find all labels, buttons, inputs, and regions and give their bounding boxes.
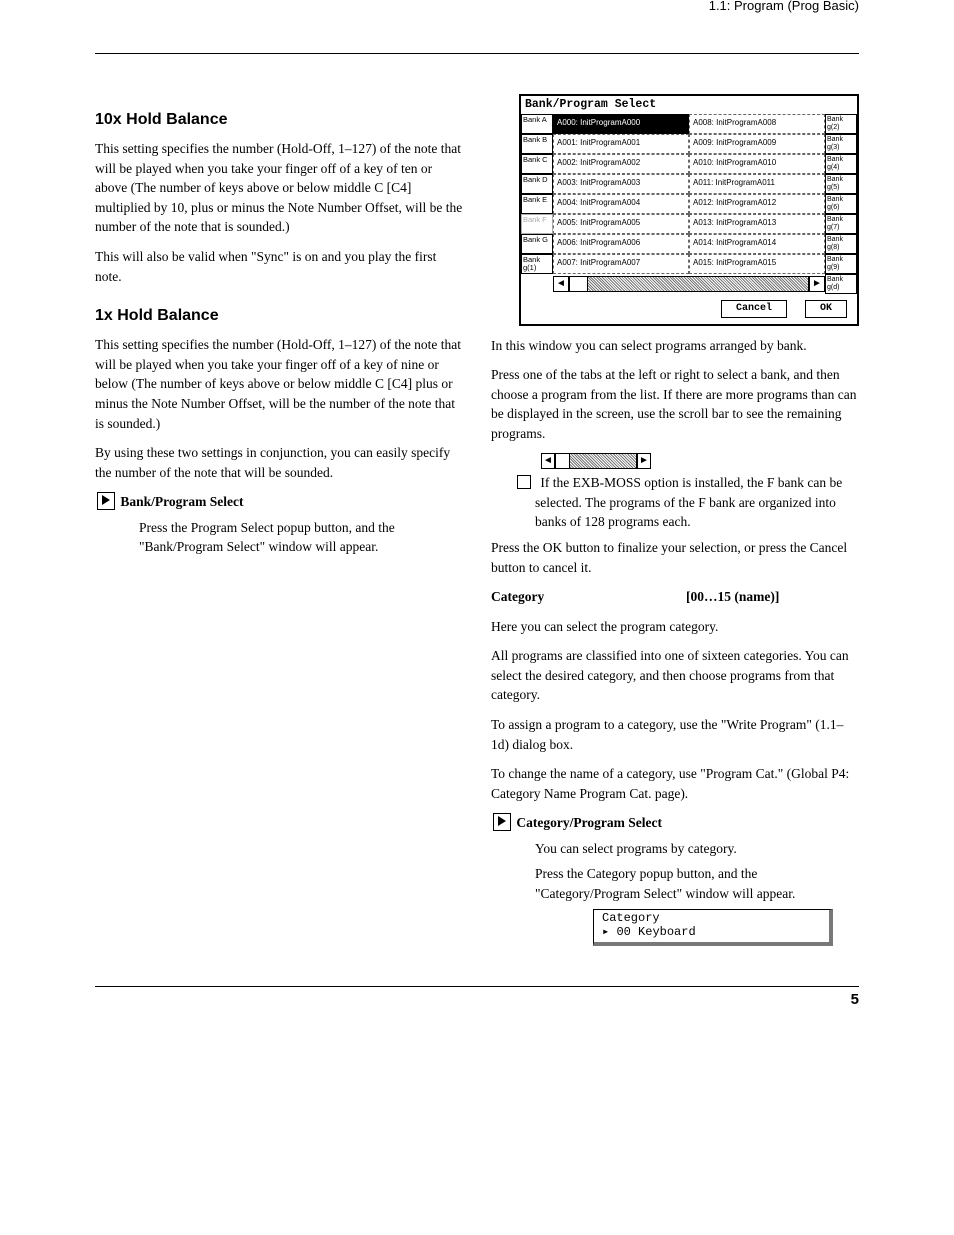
scrollbar-figure: ◄ ► [541, 453, 651, 469]
scroll-thumb [556, 454, 570, 468]
right-p2: Press one of the tabs at the left or rig… [491, 365, 859, 443]
bank-tab-right[interactable]: Bank g(4) [825, 154, 857, 174]
scroll-right-arrow-icon: ► [637, 453, 651, 469]
bank-program-select-dialog: Bank/Program Select Bank AA000: InitProg… [519, 94, 859, 326]
scroll-thumb[interactable] [570, 277, 588, 291]
scroll-left-arrow-icon[interactable]: ◄ [553, 276, 569, 292]
category-popup-line1: Category [602, 912, 825, 926]
bank-tab-right[interactable]: Bank g(9) [825, 254, 857, 274]
para-1x-2: By using these two settings in conjuncti… [95, 443, 463, 482]
bank-tab-left[interactable]: Bank C [521, 154, 553, 174]
bank-tab-left[interactable]: Bank E [521, 194, 553, 214]
program-cell[interactable]: A005: InitProgramA005 [553, 214, 689, 234]
popup-icon [97, 492, 115, 510]
program-cell[interactable]: A008: InitProgramA008 [689, 114, 825, 134]
cat-p1: Here you can select the program category… [491, 617, 859, 637]
para-10x-sync: This will also be valid when "Sync" is o… [95, 247, 463, 286]
right-p1: In this window you can select programs a… [491, 336, 859, 356]
program-cell[interactable]: A003: InitProgramA003 [553, 174, 689, 194]
bank-tab-right[interactable]: Bank g(6) [825, 194, 857, 214]
left-column: 10x Hold Balance This setting specifies … [95, 90, 463, 952]
bank-tab-left[interactable]: Bank A [521, 114, 553, 134]
bank-tab-right[interactable]: Bank g(2) [825, 114, 857, 134]
category-line: Category [00…15 (name)] [491, 587, 859, 607]
program-cell[interactable]: A007: InitProgramA007 [553, 254, 689, 274]
dialog-title: Bank/Program Select [521, 96, 857, 114]
bank-tab-right[interactable]: Bank g(5) [825, 174, 857, 194]
cat-sel-p2: Press the Category popup button, and the… [491, 864, 859, 903]
program-cell[interactable]: A015: InitProgramA015 [689, 254, 825, 274]
program-cell[interactable]: A006: InitProgramA006 [553, 234, 689, 254]
program-cell[interactable]: A001: InitProgramA001 [553, 134, 689, 154]
cat-sel-p1: You can select programs by category. [491, 839, 859, 859]
program-cell[interactable]: A000: InitProgramA000 [553, 114, 689, 134]
bank-tab-right[interactable]: Bank g(3) [825, 134, 857, 154]
program-cell[interactable]: A004: InitProgramA004 [553, 194, 689, 214]
program-cell[interactable]: A002: InitProgramA002 [553, 154, 689, 174]
running-head: 1.1: Program (Prog Basic) [95, 0, 859, 13]
scroll-track [555, 453, 637, 469]
ok-button[interactable]: OK [805, 300, 847, 318]
bank-prog-select-intro: Press the Program Select popup button, a… [95, 518, 463, 557]
bank-tab-left[interactable]: Bank B [521, 134, 553, 154]
dialog-scrollbar[interactable]: ◄► [553, 276, 825, 292]
dialog-actions: Cancel OK [521, 294, 857, 324]
page-number: 5 [95, 991, 859, 1008]
cat-p4: To change the name of a category, use "P… [491, 764, 859, 803]
category-popup-figure: Category 00 Keyboard [593, 909, 833, 946]
heading-1x: 1x Hold Balance [95, 304, 463, 327]
program-cell[interactable]: A010: InitProgramA010 [689, 154, 825, 174]
bank-tab-left[interactable]: Bank F [521, 214, 553, 234]
bank-prog-select-label: Bank/Program Select [95, 492, 463, 512]
para-1x-1: This setting specifies the number (Hold-… [95, 335, 463, 433]
note-ebx-moss: If the EXB-MOSS option is installed, the… [491, 473, 859, 532]
para-10x: This setting specifies the number (Hold-… [95, 139, 463, 237]
right-column: Bank/Program Select Bank AA000: InitProg… [491, 90, 859, 952]
cat-p3: To assign a program to a category, use t… [491, 715, 859, 754]
bottom-rule [95, 986, 859, 987]
program-cell[interactable]: A012: InitProgramA012 [689, 194, 825, 214]
program-cell[interactable]: A009: InitProgramA009 [689, 134, 825, 154]
program-cell[interactable]: A014: InitProgramA014 [689, 234, 825, 254]
bank-tab-right[interactable]: Bank g(8) [825, 234, 857, 254]
cat-p2: All programs are classified into one of … [491, 646, 859, 705]
bank-prog-select-text: Bank/Program Select [120, 494, 243, 509]
scroll-track[interactable] [569, 276, 809, 292]
cancel-button[interactable]: Cancel [721, 300, 787, 318]
top-rule [95, 53, 859, 54]
cat-prog-select-text: Category/Program Select [516, 815, 662, 830]
right-p4: Press the OK button to finalize your sel… [491, 538, 859, 577]
bank-tab-right[interactable]: Bank g(d) [825, 274, 857, 294]
bank-tab-right[interactable]: Bank g(7) [825, 214, 857, 234]
cat-prog-select-label: Category/Program Select [491, 813, 859, 833]
note-icon [517, 475, 531, 489]
popup-icon [493, 813, 511, 831]
bank-tab-left[interactable]: Bank g(1) [521, 254, 553, 274]
scroll-right-arrow-icon[interactable]: ► [809, 276, 825, 292]
scroll-left-arrow-icon: ◄ [541, 453, 555, 469]
program-cell[interactable]: A013: InitProgramA013 [689, 214, 825, 234]
program-cell[interactable]: A011: InitProgramA011 [689, 174, 825, 194]
bank-tab-left[interactable]: Bank G [521, 234, 553, 254]
heading-10x: 10x Hold Balance [95, 108, 463, 131]
category-popup-line2: 00 Keyboard [602, 926, 825, 940]
bank-tab-left[interactable]: Bank D [521, 174, 553, 194]
